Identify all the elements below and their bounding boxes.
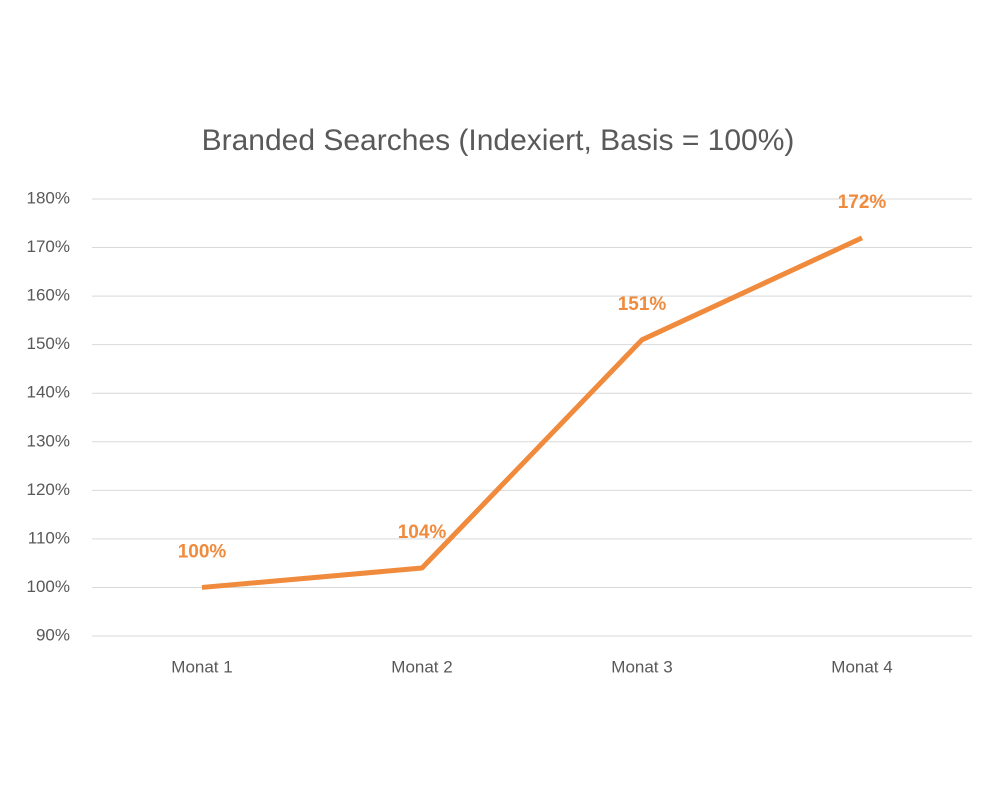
- x-tick-label: Monat 1: [171, 657, 232, 676]
- data-label: 151%: [618, 294, 667, 315]
- x-tick-label: Monat 3: [611, 657, 672, 676]
- chart-title: Branded Searches (Indexiert, Basis = 100…: [202, 124, 795, 157]
- x-tick-label: Monat 2: [391, 657, 452, 676]
- y-tick-label: 180%: [27, 188, 70, 207]
- y-tick-label: 100%: [27, 577, 70, 596]
- y-tick-label: 160%: [27, 286, 70, 305]
- data-label: 104%: [398, 522, 447, 543]
- y-tick-label: 130%: [27, 431, 70, 450]
- y-tick-label: 120%: [27, 480, 70, 499]
- data-label: 100%: [178, 541, 227, 562]
- y-tick-label: 140%: [27, 383, 70, 402]
- y-tick-label: 90%: [36, 625, 70, 644]
- data-line: [201, 235, 864, 590]
- y-tick-label: 170%: [27, 237, 70, 256]
- y-tick-label: 150%: [27, 334, 70, 353]
- data-label: 172%: [838, 192, 887, 213]
- x-tick-label: Monat 4: [831, 657, 892, 676]
- y-tick-label: 110%: [28, 528, 70, 547]
